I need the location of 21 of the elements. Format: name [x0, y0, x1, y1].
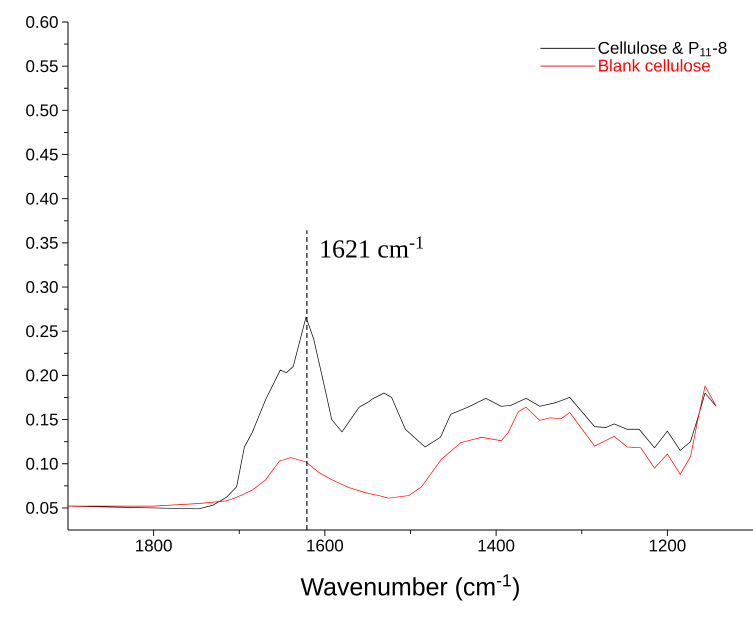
y-tick-label: 0.45: [26, 148, 58, 161]
y-tick-label: 0.20: [26, 369, 58, 382]
legend-label: Cellulose & P$_{11}$-8: [598, 41, 727, 56]
y-tick-label: 0.10: [26, 458, 58, 470]
y-tick-label: 0.25: [26, 325, 58, 338]
x-tick-label: 1200: [650, 540, 686, 552]
x-tick-label: 1800: [136, 540, 172, 552]
y-tick-label: 0.35: [26, 236, 58, 249]
y-tick-label: 0.40: [26, 192, 58, 205]
ref-line-label: 1621 cm$^{-1}$: [321, 236, 424, 258]
line-series: [68, 386, 717, 506]
y-tick-label: 0.05: [26, 502, 58, 514]
y-tick-label: 0.30: [26, 281, 58, 294]
y-tick-label: 0.50: [26, 104, 58, 116]
x-tick-label: 1600: [307, 540, 344, 552]
x-tick-label: 1400: [478, 540, 514, 552]
y-tick-label: 0.60: [26, 16, 58, 28]
legend-label: Blank cellulose: [599, 59, 710, 72]
y-tick-label: 0.55: [26, 60, 58, 72]
x-axis-title: Wavenumber (cm$^{-1}$): [300, 574, 519, 600]
y-tick-label: 0.15: [26, 414, 58, 426]
